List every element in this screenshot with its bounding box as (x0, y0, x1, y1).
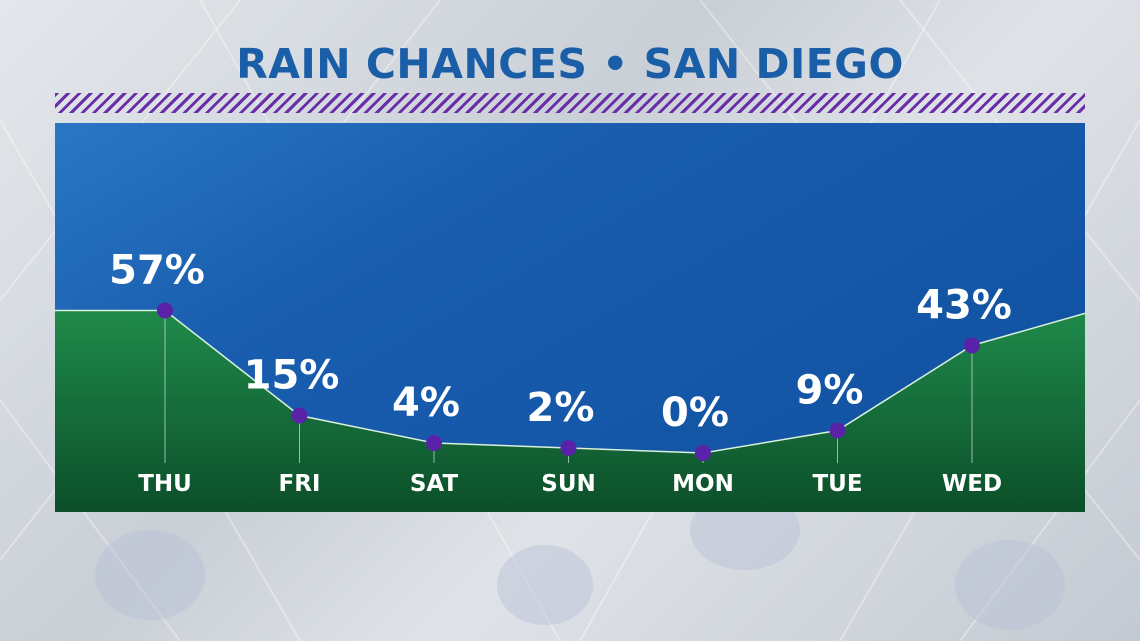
day-label-sun: SUN (541, 471, 596, 497)
day-label-wed: WED (942, 471, 1002, 497)
point-thu (157, 302, 173, 319)
day-label-thu: THU (138, 471, 192, 497)
chart-title: RAIN CHANCES • SAN DIEGO (236, 40, 904, 88)
point-fri (291, 407, 308, 424)
point-sat (426, 435, 442, 451)
value-label-sat: 4% (392, 380, 460, 426)
point-sun (560, 440, 577, 456)
value-label-mon: 0% (661, 390, 729, 436)
value-label-wed: 43% (916, 283, 1012, 329)
point-wed (964, 337, 980, 354)
point-mon (695, 445, 711, 461)
day-label-mon: MON (672, 471, 734, 497)
value-label-tue: 9% (796, 368, 864, 414)
day-label-fri: FRI (279, 471, 321, 497)
rain-chance-area (55, 310, 1085, 512)
day-label-tue: TUE (812, 471, 862, 497)
value-label-sun: 2% (527, 385, 595, 431)
point-tue (829, 422, 846, 439)
rain-chance-chart: 57% THU 15% FRI 4% SAT 2% SUN 0% MON 9% TUE 43% WED (55, 248, 1085, 512)
value-label-thu: 57% (109, 248, 205, 294)
day-label-sat: SAT (410, 471, 459, 497)
title-divider-stripe (55, 93, 1085, 113)
value-label-fri: 15% (244, 353, 340, 399)
